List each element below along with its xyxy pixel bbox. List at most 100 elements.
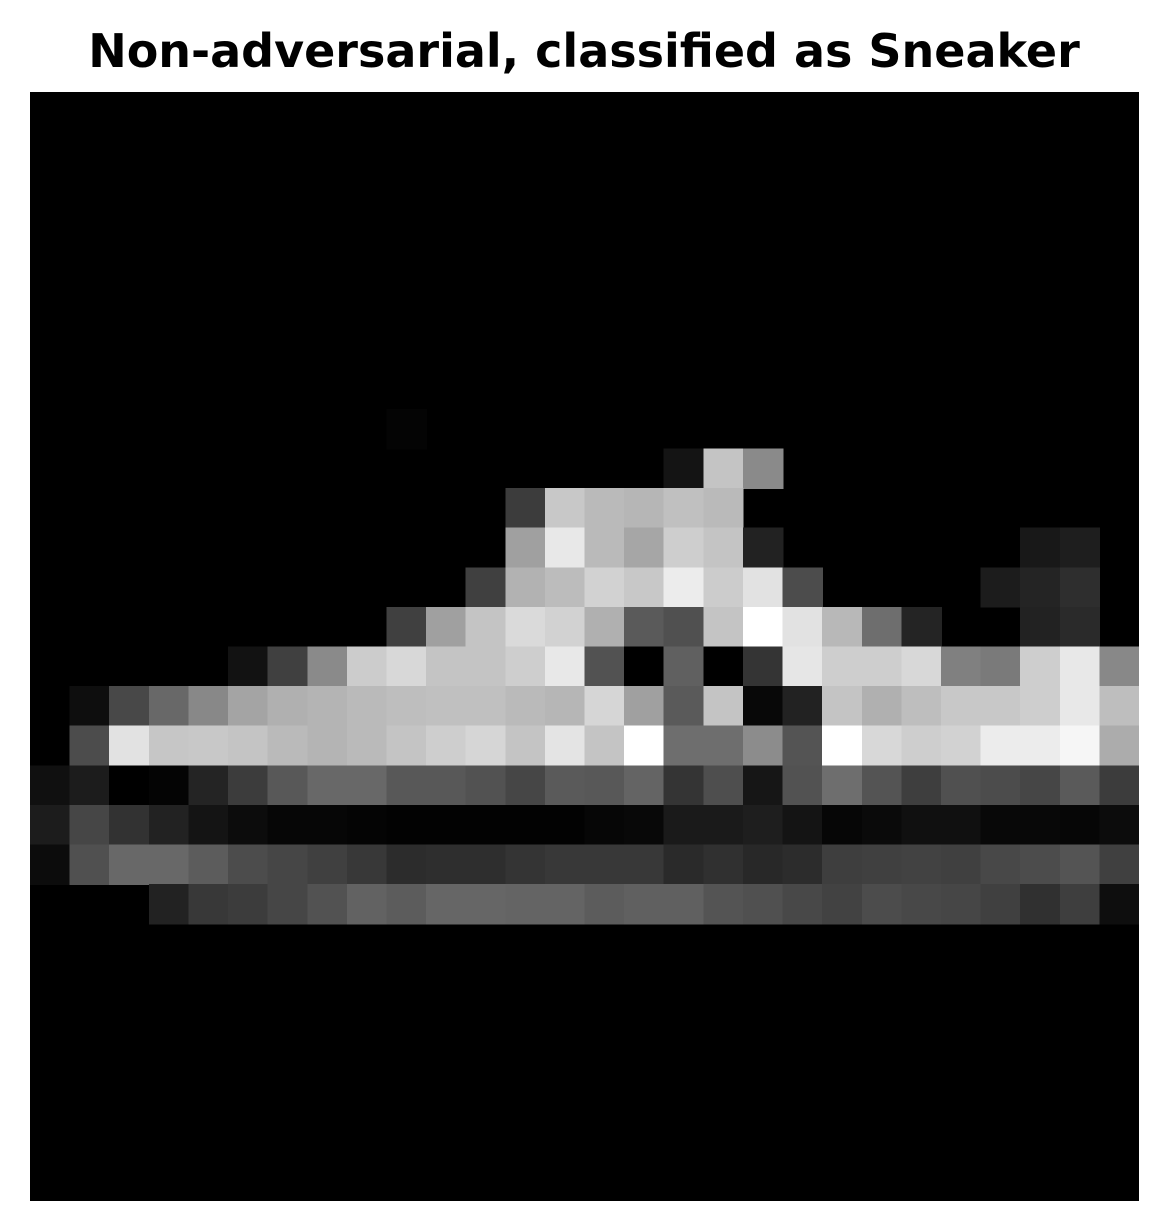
- image-pixel: [426, 725, 467, 767]
- image-pixel: [663, 646, 705, 687]
- image-pixel: [584, 686, 625, 727]
- image-pixel: [861, 804, 903, 846]
- image-pixel: [465, 646, 507, 687]
- image-pixel: [1059, 606, 1101, 648]
- image-pixel: [386, 725, 427, 767]
- image-pixel: [1099, 646, 1139, 687]
- image-pixel: [505, 686, 546, 727]
- image-pixel: [624, 844, 665, 885]
- image-pixel: [267, 804, 309, 846]
- image-pixel: [1099, 804, 1139, 846]
- image-pixel: [346, 804, 388, 846]
- image-pixel: [782, 686, 823, 727]
- image-pixel: [346, 765, 388, 806]
- image-pixel: [109, 765, 150, 806]
- image-pixel: [426, 686, 467, 727]
- image-pixel: [1099, 725, 1139, 767]
- image-pixel: [188, 884, 229, 925]
- image-pixel: [148, 765, 190, 806]
- image-pixel: [940, 884, 982, 925]
- image-pixel: [663, 884, 705, 925]
- image-pixel: [663, 606, 705, 648]
- image-pixel: [782, 646, 823, 687]
- image-pixel: [703, 804, 744, 846]
- image-pixel: [742, 646, 784, 687]
- image-pixel: [742, 884, 784, 925]
- image-pixel: [386, 804, 427, 846]
- image-pixel: [505, 606, 546, 648]
- image-pixel: [148, 686, 190, 727]
- pixel-grid: [30, 92, 1139, 1201]
- image-pixel: [624, 725, 665, 767]
- image-pixel: [69, 686, 111, 727]
- image-pixel: [822, 646, 863, 687]
- image-pixel: [980, 884, 1021, 925]
- image-pixel: [465, 606, 507, 648]
- image-pixel: [1020, 725, 1061, 767]
- image-pixel: [465, 765, 507, 806]
- image-pixel: [940, 646, 982, 687]
- image-pixel: [1099, 884, 1139, 925]
- image-pixel: [505, 884, 546, 925]
- image-pixel: [148, 884, 190, 925]
- image-pixel: [901, 844, 942, 885]
- image-pixel: [505, 527, 546, 569]
- image-pixel: [782, 844, 823, 885]
- image-pixel: [861, 844, 903, 885]
- image-pixel: [703, 527, 744, 569]
- image-pixel: [1020, 646, 1061, 687]
- image-pixel: [386, 408, 427, 450]
- image-pixel: [901, 646, 942, 687]
- image-pixel: [980, 725, 1021, 767]
- image-pixel: [782, 765, 823, 806]
- image-pixel: [980, 765, 1021, 806]
- image-pixel: [742, 567, 784, 608]
- image-pixel: [624, 765, 665, 806]
- image-pixel: [426, 844, 467, 885]
- image-pixel: [228, 765, 269, 806]
- image-pixel: [346, 725, 388, 767]
- image-pixel: [544, 725, 586, 767]
- image-pixel: [386, 606, 427, 648]
- image-pixel: [861, 725, 903, 767]
- image-pixel: [663, 567, 705, 608]
- image-pixel: [346, 686, 388, 727]
- image-pixel: [624, 567, 665, 608]
- image-pixel: [584, 765, 625, 806]
- image-pixel: [188, 765, 229, 806]
- image-pixel: [505, 844, 546, 885]
- image-pixel: [188, 686, 229, 727]
- image-pixel: [69, 725, 111, 767]
- image-pixel: [901, 804, 942, 846]
- image-pixel: [69, 844, 111, 885]
- image-pixel: [346, 884, 388, 925]
- image-pixel: [1059, 725, 1101, 767]
- image-pixel: [822, 804, 863, 846]
- image-pixel: [584, 844, 625, 885]
- image-pixel: [426, 606, 467, 648]
- image-pixel: [901, 686, 942, 727]
- image-pixel: [1059, 844, 1101, 885]
- image-pixel: [1020, 606, 1061, 648]
- image-pixel: [1020, 844, 1061, 885]
- image-pixel: [703, 765, 744, 806]
- image-pixel: [228, 804, 269, 846]
- image-pixel: [663, 686, 705, 727]
- image-pixel: [703, 488, 744, 529]
- image-pixel: [267, 646, 309, 687]
- image-pixel: [742, 448, 784, 489]
- figure-title: Non-adversarial, classified as Sneaker: [88, 24, 1080, 78]
- image-pixel: [663, 448, 705, 489]
- image-pixel: [267, 884, 309, 925]
- image-pixel: [148, 804, 190, 846]
- image-pixel: [346, 646, 388, 687]
- image-pixel: [544, 804, 586, 846]
- image-pixel: [703, 884, 744, 925]
- image-pixel: [1059, 686, 1101, 727]
- image-pixel: [465, 567, 507, 608]
- image-pixel: [782, 567, 823, 608]
- image-pixel: [1020, 884, 1061, 925]
- image-pixel: [307, 765, 348, 806]
- image-pixel: [663, 765, 705, 806]
- image-pixel: [742, 765, 784, 806]
